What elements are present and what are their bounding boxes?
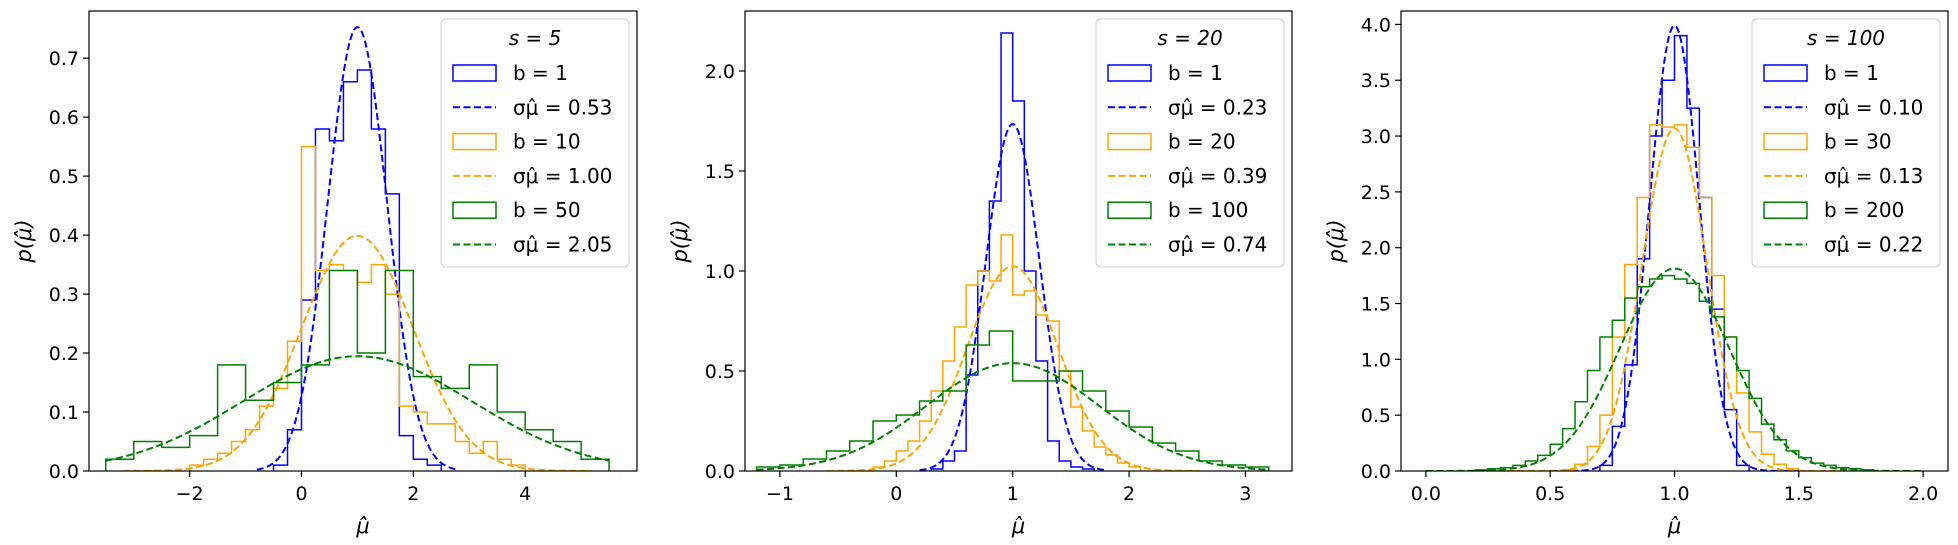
legend-swatch-hist — [1107, 201, 1152, 219]
plot-area — [755, 32, 1270, 471]
x-tick-label: 1.0 — [1659, 483, 1689, 505]
legend-title: s = 20 — [1157, 26, 1222, 50]
histogram-series-1 — [930, 32, 1095, 471]
histogram-series-5 — [1474, 274, 1875, 471]
legend-entry-label: σμ̂ = 0.39 — [1168, 164, 1267, 188]
axis-frame — [88, 10, 638, 472]
chart-panel-3: 0.0 0.5 1.0 1.5 2.0 0.0 0.5 1.0 1.5 2.0 2.5 3.0 3.5 4… — [1324, 10, 1949, 538]
y-tick-label: 0.3 — [49, 284, 79, 306]
y-tick-label: 0.4 — [49, 225, 79, 247]
y-tick-label: 0.0 — [49, 461, 79, 483]
legend-swatch-hist — [452, 64, 497, 82]
legend-entry-label: σμ̂ = 0.74 — [1168, 233, 1267, 257]
y-tick-label: 1.0 — [705, 261, 735, 283]
gaussian-fit-line-6 — [105, 355, 610, 462]
legend-entry-label: σμ̂ = 0.23 — [1168, 95, 1267, 119]
legend-entry-label: σμ̂ = 1.00 — [513, 164, 612, 188]
x-tick-label: −2 — [176, 483, 204, 505]
y-tick-label: 3.5 — [1361, 70, 1391, 92]
legend-entry-label: σμ̂ = 0.10 — [1824, 95, 1923, 119]
y-tick-label: 2.0 — [1361, 238, 1391, 260]
legend-swatch-hist — [1107, 132, 1152, 151]
axis-frame — [744, 10, 1293, 472]
legend-entry-label: b = 50 — [513, 198, 581, 222]
y-tick-label: 2.0 — [705, 61, 735, 83]
legend-swatch-hist — [1107, 64, 1152, 82]
legend-entry-label: b = 30 — [1824, 130, 1892, 154]
legend-entry-label: b = 200 — [1824, 198, 1904, 222]
gaussian-fit-line-2 — [919, 123, 1106, 471]
legend-title: s = 100 — [1807, 26, 1885, 50]
y-tick-label: 0.2 — [49, 343, 79, 365]
legend-entry-label: b = 1 — [513, 61, 568, 85]
legend-swatch-hist — [452, 201, 497, 219]
legend-swatch-hist — [452, 132, 497, 151]
x-tick-label: 2 — [407, 483, 419, 505]
y-tick-label: 1.0 — [1361, 349, 1391, 371]
y-tick-label: 0.5 — [705, 361, 735, 383]
histogram-series-3 — [872, 234, 1142, 471]
x-tick-label: 2.0 — [1908, 483, 1938, 505]
y-tick-label: 0.5 — [49, 166, 79, 188]
legend-entry-label: σμ̂ = 0.22 — [1824, 233, 1923, 257]
legend-entry-label: σμ̂ = 0.53 — [513, 95, 612, 119]
x-tick-label: −1 — [766, 483, 794, 505]
x-tick-label: 1 — [1007, 483, 1019, 505]
legend-entry-label: b = 20 — [1168, 130, 1236, 154]
histogram-series-5 — [755, 330, 1270, 471]
legend-swatch-hist — [1763, 64, 1808, 82]
y-tick-label: 1.5 — [1361, 294, 1391, 316]
legend-entry-label: σμ̂ = 0.13 — [1824, 164, 1923, 188]
y-tick-label: 0.1 — [49, 402, 79, 424]
legend-swatch-hist — [1763, 132, 1808, 151]
x-tick-label: 2 — [1123, 483, 1135, 505]
x-tick-label: 0.5 — [1535, 483, 1565, 505]
gaussian-fit-line-2 — [256, 26, 459, 471]
legend-entry-label: b = 1 — [1168, 61, 1223, 85]
legend-title: s = 5 — [509, 26, 562, 50]
legend-swatch-hist — [1763, 201, 1808, 219]
legend: s = 100 b = 1 σμ̂ = 0.10 b = 30 σμ̂ = 0.13 b … — [1751, 18, 1941, 268]
y-tick-label: 2.5 — [1361, 182, 1391, 204]
legend: s = 5 b = 1 σμ̂ = 0.53 b = 10 σμ̂ = 1.00 b = … — [440, 18, 630, 268]
legend-entry-label: b = 10 — [513, 130, 581, 154]
x-tick-label: 0 — [890, 483, 902, 505]
gaussian-fit-line-4 — [122, 234, 593, 471]
legend-entry-label: b = 1 — [1824, 61, 1879, 85]
x-tick-label: 0 — [295, 483, 307, 505]
y-tick-label: 0.5 — [1361, 405, 1391, 427]
gaussian-fit-line-6 — [756, 362, 1269, 471]
y-tick-label: 4.0 — [1361, 14, 1391, 36]
x-tick-label: 1.5 — [1784, 483, 1814, 505]
gaussian-fit-line-6 — [1425, 267, 1924, 471]
y-tick-label: 0.6 — [49, 107, 79, 129]
y-tick-label: 0.0 — [705, 461, 735, 483]
gaussian-fit-line-4 — [826, 265, 1199, 471]
legend-entry-label: σμ̂ = 2.05 — [513, 233, 612, 257]
x-axis-label: μ̂ — [1011, 514, 1025, 538]
y-tick-label: 3.0 — [1361, 126, 1391, 148]
y-axis-label: p(μ̂) — [12, 219, 36, 263]
x-tick-label: 4 — [519, 483, 531, 505]
legend-entry-label: b = 100 — [1168, 198, 1248, 222]
y-tick-label: 0.7 — [49, 48, 79, 70]
x-tick-label: 0.0 — [1411, 483, 1441, 505]
y-axis-label: p(μ̂) — [1324, 219, 1348, 263]
y-axis-label: p(μ̂) — [668, 219, 692, 263]
plot-area — [105, 26, 610, 471]
x-tick-label: 3 — [1239, 483, 1251, 505]
histogram-series-5 — [105, 269, 610, 471]
x-axis-label: μ̂ — [355, 514, 369, 538]
chart-panel-2: −1 0 1 2 3 0.0 0.5 1.0 1.5 2.0 μ̂ p(μ̂) s = 20 b = 1 σ… — [668, 10, 1293, 538]
histogram-series-3 — [1561, 124, 1800, 471]
chart-panel-1: −2 0 2 4 0.0 0.1 0.2 0.3 0.4 0.5 0.6 0.7 μ̂ p(μ̂) s = … — [12, 10, 638, 538]
histogram-series-1 — [272, 69, 443, 471]
y-tick-label: 1.5 — [705, 161, 735, 183]
y-tick-label: 0.0 — [1361, 461, 1391, 483]
legend: s = 20 b = 1 σμ̂ = 0.23 b = 20 σμ̂ = 0.39 b =… — [1095, 18, 1285, 268]
x-axis-label: μ̂ — [1667, 514, 1681, 538]
histogram-series-1 — [1599, 34, 1750, 471]
